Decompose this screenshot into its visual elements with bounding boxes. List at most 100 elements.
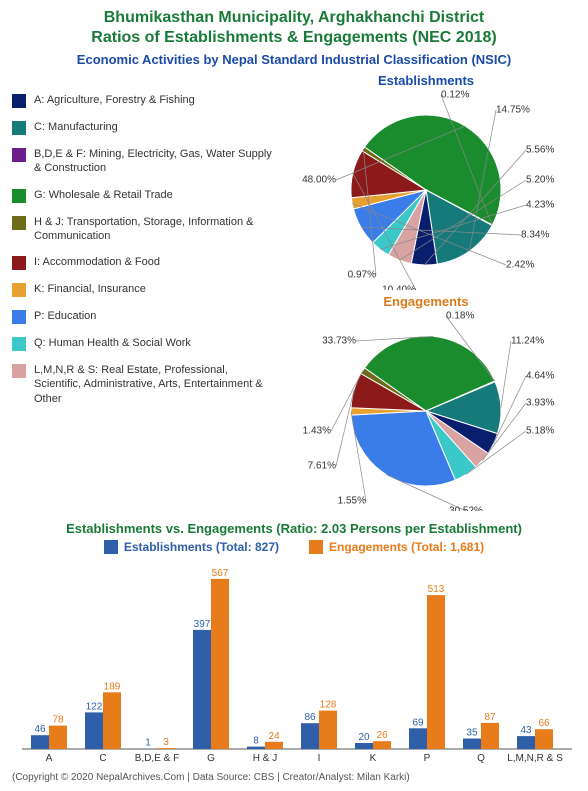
bar-value-label: 24 bbox=[268, 731, 280, 742]
bar-legend-label: Engagements (Total: 1,681) bbox=[329, 540, 484, 554]
bar-establishment bbox=[355, 743, 373, 749]
legend-item: K: Financial, Insurance bbox=[12, 282, 276, 297]
category-legend: A: Agriculture, Forestry & Fishing C: Man… bbox=[12, 73, 276, 511]
pie-label: 5.56% bbox=[526, 145, 554, 156]
legend-swatch bbox=[12, 337, 26, 351]
bar-value-label: 128 bbox=[320, 700, 337, 711]
legend-label: L,M,N,R & S: Real Estate, Professional, … bbox=[34, 363, 276, 406]
bar-category-label: B,D,E & F bbox=[135, 753, 179, 764]
legend-item: B,D,E & F: Mining, Electricity, Gas, Wat… bbox=[12, 147, 276, 176]
legend-label: H & J: Transportation, Storage, Informat… bbox=[34, 215, 276, 244]
bar-value-label: 567 bbox=[212, 568, 229, 579]
bar-engagement bbox=[265, 742, 283, 749]
pie-label: 14.75% bbox=[496, 105, 530, 116]
legend-item: H & J: Transportation, Storage, Informat… bbox=[12, 215, 276, 244]
legend-swatch bbox=[12, 283, 26, 297]
legend-item: C: Manufacturing bbox=[12, 120, 276, 135]
bar-category-label: P bbox=[424, 753, 431, 764]
legend-item: P: Education bbox=[12, 309, 276, 324]
pie-label: 33.73% bbox=[322, 336, 356, 347]
bar-legend-swatch bbox=[104, 540, 118, 554]
bar-category-label: A bbox=[46, 753, 53, 764]
title-line2: Ratios of Establishments & Engagements (… bbox=[91, 29, 496, 46]
legend-swatch bbox=[12, 121, 26, 135]
bar-engagement bbox=[157, 748, 175, 749]
pie-label: 3.93% bbox=[526, 398, 554, 409]
bar-category-label: I bbox=[318, 753, 321, 764]
bar-chart-title: Establishments vs. Engagements (Ratio: 2… bbox=[12, 521, 576, 536]
bar-value-label: 1 bbox=[145, 738, 151, 749]
legend-item: Q: Human Health & Social Work bbox=[12, 336, 276, 351]
bar-establishment bbox=[85, 712, 103, 749]
bar-legend-item: Engagements (Total: 1,681) bbox=[309, 540, 484, 554]
bar-chart-legend: Establishments (Total: 827) Engagements (… bbox=[12, 540, 576, 554]
legend-label: A: Agriculture, Forestry & Fishing bbox=[34, 93, 195, 107]
bar-category-label: Q bbox=[477, 753, 485, 764]
legend-swatch bbox=[12, 364, 26, 378]
pie-label: 2.42% bbox=[506, 260, 534, 271]
bar-engagement bbox=[211, 579, 229, 749]
pie-label: 0.18% bbox=[446, 311, 474, 322]
legend-label: I: Accommodation & Food bbox=[34, 255, 160, 269]
pie-establishments: 48.00%0.12%14.75%5.56%5.20%4.23%8.34%2.4… bbox=[276, 90, 576, 290]
pie-label: 5.18% bbox=[526, 426, 554, 437]
bar-engagement bbox=[427, 595, 445, 749]
bar-engagement bbox=[103, 692, 121, 749]
legend-item: A: Agriculture, Forestry & Fishing bbox=[12, 93, 276, 108]
legend-item: L,M,N,R & S: Real Estate, Professional, … bbox=[12, 363, 276, 406]
bar-value-label: 66 bbox=[538, 718, 550, 729]
pie-engagements: 33.73%0.18%11.24%4.64%3.93%5.18%30.52%1.… bbox=[276, 311, 576, 511]
bar-value-label: 3 bbox=[163, 737, 169, 748]
legend-swatch bbox=[12, 189, 26, 203]
bar-establishment bbox=[301, 723, 319, 749]
legend-label: G: Wholesale & Retail Trade bbox=[34, 188, 173, 202]
pie-label: 4.64% bbox=[526, 371, 554, 382]
bar-legend-label: Establishments (Total: 827) bbox=[124, 540, 279, 554]
pie-label: 0.97% bbox=[348, 270, 376, 281]
legend-label: B,D,E & F: Mining, Electricity, Gas, Wat… bbox=[34, 147, 276, 176]
bar-category-label: C bbox=[99, 753, 106, 764]
bar-value-label: 46 bbox=[34, 724, 46, 735]
bar-value-label: 43 bbox=[520, 725, 532, 736]
bar-value-label: 86 bbox=[304, 712, 316, 723]
bar-category-label: H & J bbox=[253, 753, 277, 764]
pie-label: 5.20% bbox=[526, 175, 554, 186]
bar-engagement bbox=[49, 726, 67, 749]
bar-legend-item: Establishments (Total: 827) bbox=[104, 540, 279, 554]
bar-establishment bbox=[517, 736, 535, 749]
bar-value-label: 8 bbox=[253, 736, 259, 747]
pie-label: 10.40% bbox=[382, 285, 416, 290]
bar-establishment bbox=[463, 739, 481, 750]
pie-label: 48.00% bbox=[302, 175, 336, 186]
bar-category-label: K bbox=[370, 753, 377, 764]
bar-value-label: 78 bbox=[52, 715, 64, 726]
subtitle: Economic Activities by Nepal Standard In… bbox=[12, 52, 576, 67]
pie-charts-area: Establishments 48.00%0.12%14.75%5.56%5.2… bbox=[276, 73, 576, 511]
legend-label: Q: Human Health & Social Work bbox=[34, 336, 191, 350]
legend-swatch bbox=[12, 310, 26, 324]
bar-engagement bbox=[373, 741, 391, 749]
pie-label: 7.61% bbox=[308, 461, 336, 472]
top-section: A: Agriculture, Forestry & Fishing C: Man… bbox=[12, 73, 576, 511]
legend-label: K: Financial, Insurance bbox=[34, 282, 146, 296]
bar-value-label: 513 bbox=[428, 584, 445, 595]
bar-value-label: 69 bbox=[412, 717, 424, 728]
bar-engagement bbox=[535, 729, 553, 749]
pie-label: 1.43% bbox=[303, 426, 331, 437]
page-title: Bhumikasthan Municipality, Arghakhanchi … bbox=[12, 8, 576, 48]
bar-value-label: 189 bbox=[104, 681, 121, 692]
pie-label: 0.12% bbox=[441, 90, 469, 101]
pie-label: 8.34% bbox=[521, 230, 549, 241]
bar-value-label: 87 bbox=[484, 712, 496, 723]
bar-value-label: 26 bbox=[376, 730, 388, 741]
bar-category-label: G bbox=[207, 753, 215, 764]
bar-value-label: 397 bbox=[194, 619, 211, 630]
bar-engagement bbox=[481, 723, 499, 749]
pie-label: 30.52% bbox=[449, 506, 483, 511]
bar-chart: 4678A122189C13B,D,E & F397567G824H & J86… bbox=[12, 554, 576, 764]
bar-engagement bbox=[319, 711, 337, 749]
legend-label: C: Manufacturing bbox=[34, 120, 118, 134]
pie-leader bbox=[336, 390, 354, 466]
legend-swatch bbox=[12, 216, 26, 230]
title-line1: Bhumikasthan Municipality, Arghakhanchi … bbox=[104, 9, 485, 26]
